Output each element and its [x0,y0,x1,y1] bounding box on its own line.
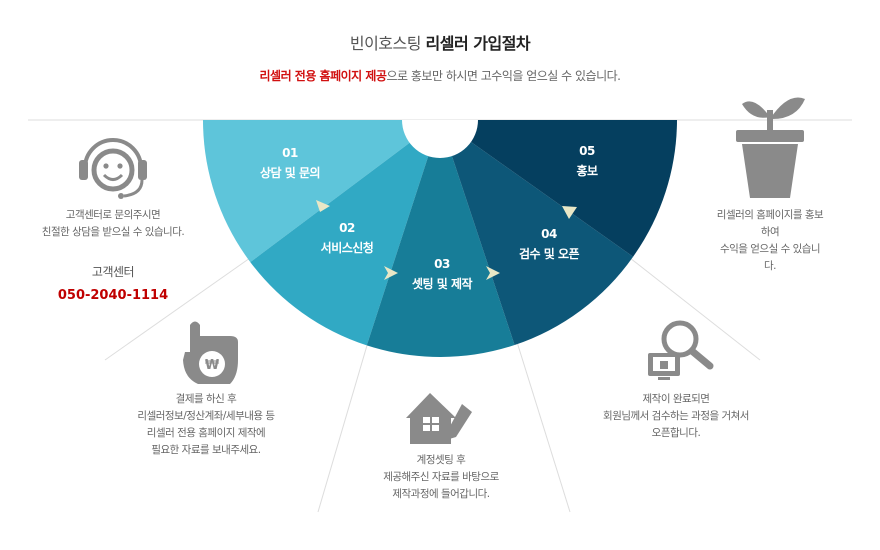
house-pencil-icon [406,393,472,444]
step-05-label: 05 홍보 [576,141,598,181]
title-strong: 리셀러 가입절차 [425,34,531,53]
headset-smiley-icon [79,138,147,199]
title-prefix: 빈이호스팅 [349,34,426,53]
guide-line-review [629,257,761,361]
subtitle-rest: 으로 홍보만 하시면 고수익을 얻으실 수 있습니다. [386,69,621,83]
step-01-number: 01 [282,146,298,160]
step-01-title: 상담 및 문의 [259,166,321,180]
segment-04 [440,120,634,345]
step-04-number: 04 [541,227,557,241]
step-02-number: 02 [339,221,355,235]
step-02-label: 02 서비스신청 [321,218,374,258]
step-03-label: 03 셋팅 및 제작 [411,254,473,294]
step-04-label: 04 검수 및 오픈 [518,224,580,264]
review-description: 제작이 완료되면 회원님께서 검수하는 과정을 거쳐서 오픈합니다. [603,393,749,439]
step-05-number: 05 [579,144,595,158]
segment-01 [203,120,440,263]
segment-02 [250,120,440,346]
subtitle-highlight: 리셀러 전용 홈페이지 제공 [259,69,387,83]
hand-won-icon: ₩ [183,321,238,384]
step-01-label: 01 상담 및 문의 [259,143,321,183]
apply-description: 결제를 하신 후 리셀러정보/정산계좌/세부내용 등 리셀러 전용 홈페이지 제… [137,393,275,456]
page-title: 빈이호스팅 리셀러 가입절차 [0,30,880,54]
arrow-04-05 [562,206,577,219]
contact-description: 고객센터로 문의주시면 친절한 상담을 받으실 수 있습니다. [41,209,185,238]
segment-05 [440,120,677,257]
arrow-03-04 [486,266,500,280]
step-03-title: 셋팅 및 제작 [411,277,473,291]
guide-line-setup-right [516,341,571,513]
segment-03 [366,120,515,358]
contact-center-phone: 050-2040-1114 [57,288,169,303]
svg-text:₩: ₩ [205,358,220,373]
guide-line-apply [104,257,251,361]
monitor-magnifier-icon [648,320,714,380]
contact-center-label: 고객센터 [91,265,135,279]
fan-center-hole [402,120,478,158]
setup-description: 계정셋팅 후 제공해주신 자료를 바탕으로 제작과정에 들어갑니다. [383,454,499,500]
guide-line-setup-left [317,341,369,513]
promote-description: 리셀러의 홈페이지를 홍보하여 수익을 얻으실 수 있습니다. [716,209,824,272]
step-05-title: 홍보 [576,164,598,178]
step-04-title: 검수 및 오픈 [518,247,580,261]
step-03-number: 03 [434,257,450,271]
page-subtitle: 리셀러 전용 홈페이지 제공으로 홍보만 하시면 고수익을 얻으실 수 있습니다… [0,67,880,84]
arrow-01-02 [316,200,330,212]
plant-pot-icon [736,97,805,198]
step-02-title: 서비스신청 [320,241,374,255]
arrow-02-03 [384,266,398,280]
